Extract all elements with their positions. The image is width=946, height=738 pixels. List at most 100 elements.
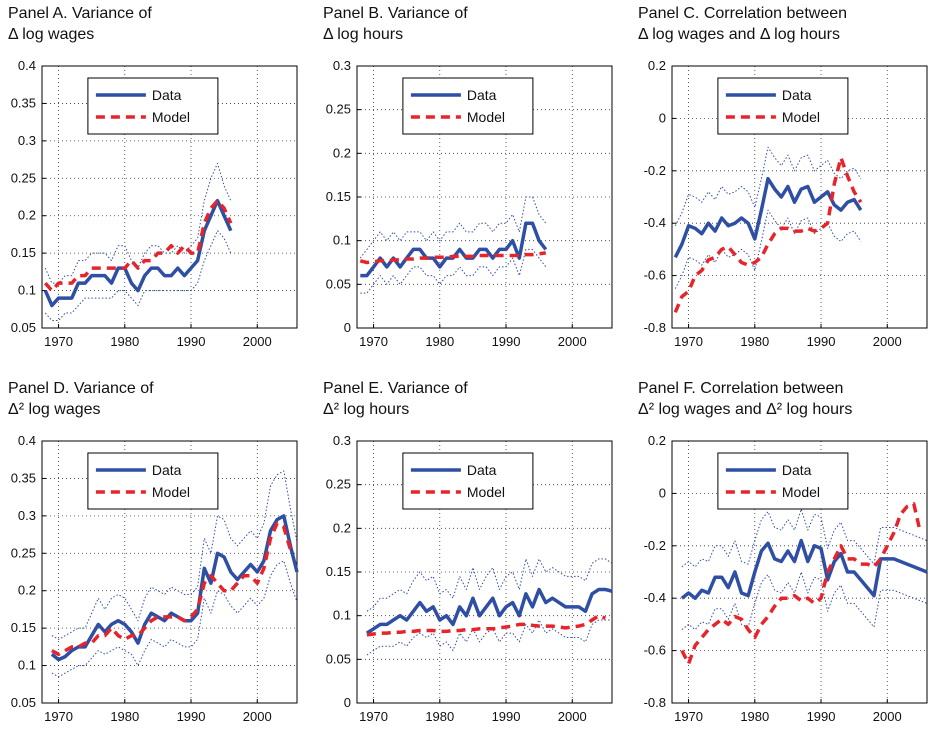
y-tick-label: -0.2 (644, 163, 666, 178)
legend-box (87, 77, 219, 135)
y-tick-label: 0.1 (18, 283, 36, 298)
legend-box (87, 452, 219, 510)
y-tick-label: 0.05 (11, 695, 36, 710)
y-tick-label: -0.8 (644, 320, 666, 335)
series-line (366, 613, 607, 637)
x-tick-label: 1980 (110, 709, 139, 724)
legend-box (717, 452, 849, 510)
y-tick-label: 0.05 (326, 651, 351, 666)
y-tick-label: 0.35 (11, 470, 36, 485)
y-tick-label: 0.2 (18, 208, 36, 223)
series-line (680, 502, 923, 666)
x-tick-label: 1980 (740, 709, 769, 724)
y-tick-label: -0.2 (644, 538, 666, 553)
series-line (359, 251, 547, 265)
y-tick-label: 0.15 (11, 620, 36, 635)
chart-title: Δ log hours (323, 26, 403, 43)
chart-title: Δ² log wages (8, 401, 101, 418)
y-tick-label: 0.15 (326, 189, 351, 204)
legend-label: Data (782, 87, 812, 103)
series-line (50, 514, 299, 662)
y-tick-label: 0.25 (11, 545, 36, 560)
series-line (43, 198, 233, 293)
series-line (673, 155, 863, 313)
legend-box (717, 77, 849, 135)
x-tick-label: 1970 (44, 334, 73, 349)
legend-label: Model (152, 109, 190, 125)
chart-title: Δ log wages and Δ log hours (638, 26, 840, 43)
series-line (673, 176, 863, 259)
y-tick-label: 0 (344, 320, 351, 335)
legend-label: Data (467, 462, 497, 478)
y-tick-label: 0.15 (11, 245, 36, 260)
chart-title: Panel C. Correlation between (638, 5, 847, 22)
x-tick-label: 2000 (558, 709, 587, 724)
series-line (681, 508, 928, 568)
series-line (360, 248, 547, 294)
chart-title: Panel E. Variance of (323, 380, 468, 397)
y-tick-label: 0 (344, 695, 351, 710)
y-tick-label: 0.35 (11, 95, 36, 110)
x-tick-label: 2000 (558, 334, 587, 349)
y-tick-label: 0.2 (18, 583, 36, 598)
y-tick-label: -0.8 (644, 695, 666, 710)
y-tick-label: 0.25 (11, 170, 36, 185)
y-tick-label: 0.2 (648, 58, 666, 73)
x-tick-label: 1970 (674, 709, 703, 724)
y-tick-label: 0.3 (333, 433, 351, 448)
x-tick-label: 1990 (807, 709, 836, 724)
y-tick-label: 0.05 (11, 320, 36, 335)
y-tick-label: -0.6 (644, 643, 666, 658)
y-tick-label: 0.2 (333, 520, 351, 535)
chart-title: Panel F. Correlation between (638, 380, 843, 397)
y-tick-label: 0.4 (18, 433, 36, 448)
y-tick-label: 0.2 (333, 145, 351, 160)
chart-title: Δ log wages (8, 26, 94, 43)
x-tick-label: 1980 (110, 334, 139, 349)
legend-label: Data (152, 462, 182, 478)
legend-label: Data (782, 462, 812, 478)
series-line (365, 587, 613, 635)
y-tick-label: 0.25 (326, 477, 351, 492)
series-line (359, 196, 547, 259)
series-line (680, 538, 928, 600)
legend-box (402, 452, 534, 510)
x-tick-label: 1970 (359, 709, 388, 724)
y-tick-label: 0.25 (326, 102, 351, 117)
x-tick-label: 1980 (425, 709, 454, 724)
legend-label: Model (782, 484, 820, 500)
series-line (51, 521, 293, 657)
y-tick-label: 0.1 (333, 608, 351, 623)
legend-label: Model (782, 109, 820, 125)
series-line (51, 470, 298, 640)
x-tick-label: 1990 (492, 334, 521, 349)
legend-label: Model (152, 484, 190, 500)
y-tick-label: -0.4 (644, 215, 666, 230)
y-tick-label: -0.6 (644, 268, 666, 283)
x-tick-label: 1990 (177, 334, 206, 349)
series-line (44, 230, 232, 321)
chart-title: Panel D. Variance of (8, 380, 154, 397)
x-tick-label: 1990 (807, 334, 836, 349)
legend-label: Data (152, 87, 182, 103)
plot-frame (41, 65, 298, 329)
series-line (681, 571, 928, 631)
y-tick-label: 0.1 (18, 658, 36, 673)
y-tick-label: 0.05 (326, 276, 351, 291)
y-tick-label: 0.3 (18, 133, 36, 148)
x-tick-label: 2000 (873, 709, 902, 724)
y-tick-label: 0 (659, 110, 666, 125)
legend-label: Data (467, 87, 497, 103)
plot-frame (356, 65, 613, 329)
plot-frame (671, 65, 928, 329)
y-tick-label: 0.3 (333, 58, 351, 73)
series-line (674, 146, 862, 227)
y-tick-label: 0.2 (648, 433, 666, 448)
x-tick-label: 1970 (359, 334, 388, 349)
series-line (366, 558, 613, 612)
x-tick-label: 2000 (873, 334, 902, 349)
y-tick-label: 0.4 (18, 58, 36, 73)
x-tick-label: 1980 (740, 334, 769, 349)
y-tick-label: 0 (659, 485, 666, 500)
